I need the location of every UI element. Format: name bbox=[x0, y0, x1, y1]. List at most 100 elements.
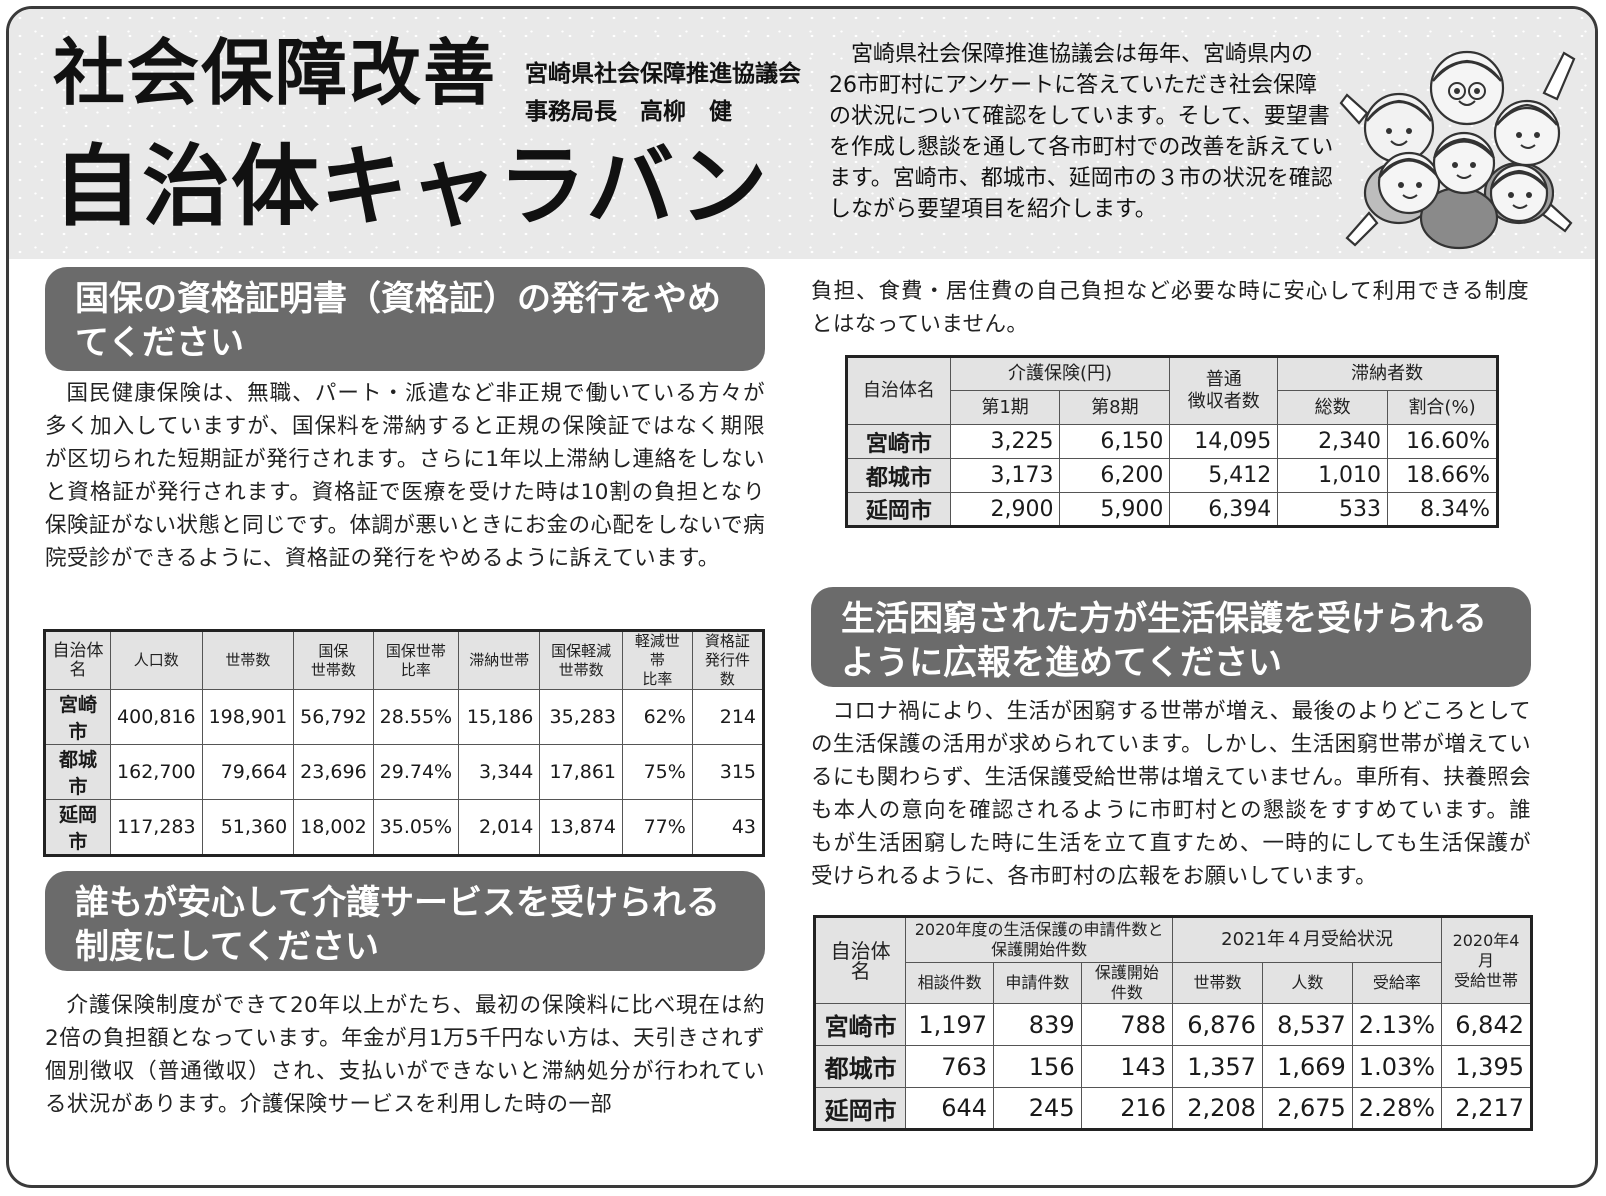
seikatsu-col-2020april: 2020年4月 受給世帯 bbox=[1441, 916, 1532, 1004]
kokuho-cell: 162,700 bbox=[110, 744, 203, 800]
seikatsu-cell: 1,395 bbox=[1441, 1045, 1532, 1088]
seikatsu-cell: 143 bbox=[1080, 1045, 1174, 1088]
kokuho-cell: 214 bbox=[691, 689, 765, 745]
kokuho-cell: 56,792 bbox=[293, 689, 374, 745]
kokuho-cell-municipality: 都城市 bbox=[43, 744, 112, 800]
seikatsu-col-name: 自治体名 bbox=[813, 916, 907, 1004]
kaigo-col-futsu: 普通 徴収者数 bbox=[1169, 356, 1279, 425]
seikatsu-cell: 2.28% bbox=[1351, 1087, 1443, 1130]
kokuho-cell: 13,874 bbox=[539, 799, 624, 856]
kaigo-cell: 1,010 bbox=[1277, 458, 1389, 493]
kaigo-cell: 16.60% bbox=[1387, 424, 1498, 459]
kokuho-table-body: 宮崎市 400,816 198,901 56,792 28.55% 15,186 35,28… bbox=[43, 689, 765, 856]
kaigo-cell: 5,900 bbox=[1059, 492, 1171, 527]
kokuho-col-header: 自治体名 bbox=[43, 630, 112, 690]
kaigo-cell-municipality: 宮崎市 bbox=[846, 424, 951, 459]
seikatsu-cell: 2.13% bbox=[1351, 1003, 1443, 1046]
kokuho-cell: 62% bbox=[622, 689, 693, 745]
seikatsu-cell: 1,669 bbox=[1261, 1045, 1353, 1088]
kaigo-cell: 533 bbox=[1277, 492, 1389, 527]
section3-heading: 生活困窮された方が生活保護を受けられるように広報を進めてください bbox=[811, 587, 1531, 687]
seikatsu-cell: 1,357 bbox=[1172, 1045, 1263, 1088]
mascot-group-illustration bbox=[1339, 50, 1576, 250]
kokuho-cell: 23,696 bbox=[293, 744, 374, 800]
kokuho-cell: 35,283 bbox=[539, 689, 624, 745]
kaigo-cell: 5,412 bbox=[1169, 458, 1279, 493]
kokuho-col-header: 国保 世帯数 bbox=[293, 630, 374, 690]
page-frame: 社会保障改善 自治体キャラバン 宮崎県社会保障推進協議会 事務局長 高柳 健 宮… bbox=[6, 6, 1598, 1188]
kokuho-cell: 28.55% bbox=[372, 689, 460, 745]
seikatsu-cell: 245 bbox=[993, 1087, 1082, 1130]
kokuho-cell-municipality: 延岡市 bbox=[43, 799, 112, 856]
kaigo-cell: 2,900 bbox=[949, 492, 1061, 527]
kokuho-col-header: 国保世帯 比率 bbox=[372, 630, 460, 690]
seikatsu-cell-municipality: 都城市 bbox=[813, 1045, 907, 1088]
seikatsu-group-applications: 2020年度の生活保護の申請件数と保護開始件数 bbox=[905, 916, 1174, 963]
kaigo-cell: 2,340 bbox=[1277, 424, 1389, 459]
author-name: 事務局長 高柳 健 bbox=[525, 99, 732, 125]
seikatsu-cell: 763 bbox=[905, 1045, 995, 1088]
kaigo-sub-period8: 第8期 bbox=[1059, 390, 1171, 425]
seikatsu-cell: 216 bbox=[1080, 1087, 1174, 1130]
section1-heading: 国保の資格証明書（資格証）の発行をやめてください bbox=[45, 267, 765, 371]
seikatsu-cell: 1.03% bbox=[1351, 1045, 1443, 1088]
kaigo-table: 自治体名 介護保険(円) 普通 徴収者数 滞納者数 第1期 第8期 総数 割合(… bbox=[845, 355, 1499, 528]
seikatsu-cell: 156 bbox=[993, 1045, 1082, 1088]
seikatsu-cell: 2,208 bbox=[1172, 1087, 1263, 1130]
seikatsu-cell: 6,842 bbox=[1441, 1003, 1532, 1046]
title-line1: 社会保障改善 bbox=[53, 31, 498, 115]
kaigo-sub-period1: 第1期 bbox=[949, 390, 1061, 425]
kaigo-cell: 14,095 bbox=[1169, 424, 1279, 459]
seikatsu-cell-municipality: 宮崎市 bbox=[813, 1003, 907, 1046]
kaigo-sub-ratio: 割合(%) bbox=[1387, 390, 1498, 425]
kaigo-cell: 3,173 bbox=[949, 458, 1061, 493]
kaigo-cell: 18.66% bbox=[1387, 458, 1498, 493]
kaigo-cell: 6,200 bbox=[1059, 458, 1171, 493]
kaigo-group-premium: 介護保険(円) bbox=[949, 356, 1171, 391]
section2-body: 介護保険制度ができて20年以上がたち、最初の保険料に比べ現在は約2倍の負担額とな… bbox=[45, 993, 765, 1117]
kaigo-sub-total: 総数 bbox=[1277, 390, 1389, 425]
kokuho-col-header: 人口数 bbox=[110, 630, 203, 690]
section3-body: コロナ禍により、生活が困窮する世帯が増え、最後のよりどころとしての生活保護の活用… bbox=[811, 699, 1531, 889]
seikatsu-sub-people: 人数 bbox=[1261, 962, 1353, 1004]
seikatsu-sub-households: 世帯数 bbox=[1172, 962, 1263, 1004]
seikatsu-row: 都城市 763 156 143 1,357 1,669 1.03% 1,395 bbox=[813, 1045, 1532, 1088]
kokuho-cell: 117,283 bbox=[110, 799, 203, 856]
kaigo-row: 宮崎市 3,225 6,150 14,095 2,340 16.60% bbox=[846, 424, 1498, 459]
seikatsu-cell: 839 bbox=[993, 1003, 1082, 1046]
kokuho-cell: 315 bbox=[691, 744, 765, 800]
kokuho-row: 都城市 162,700 79,664 23,696 29.74% 3,344 17,861 7… bbox=[43, 744, 765, 800]
kokuho-cell: 15,186 bbox=[458, 689, 541, 745]
seikatsu-cell: 788 bbox=[1080, 1003, 1174, 1046]
seikatsu-table-body: 宮崎市 1,197 839 788 6,876 8,537 2.13% 6,842 都城市 763… bbox=[813, 1003, 1532, 1130]
kaigo-group-arrears: 滞納者数 bbox=[1277, 356, 1498, 391]
kaigo-cell: 3,225 bbox=[949, 424, 1061, 459]
kokuho-cell: 79,664 bbox=[201, 744, 295, 800]
seikatsu-cell: 1,197 bbox=[905, 1003, 995, 1046]
kokuho-col-header: 世帯数 bbox=[201, 630, 295, 690]
section1-body: 国民健康保険は、無職、パート・派遣など非正規で働いている方々が多く加入しています… bbox=[45, 381, 765, 571]
section2-heading: 誰もが安心して介護サービスを受けられる制度にしてください bbox=[45, 871, 765, 971]
seikatsu-sub-apply: 申請件数 bbox=[993, 962, 1082, 1004]
kokuho-cell: 3,344 bbox=[458, 744, 541, 800]
kaigo-cell: 6,150 bbox=[1059, 424, 1171, 459]
header-band: 社会保障改善 自治体キャラバン 宮崎県社会保障推進協議会 事務局長 高柳 健 宮… bbox=[9, 9, 1595, 259]
section2-body-continued: 負担、食費・居住費の自己負担など必要な時に安心して利用できる制度とはなっていませ… bbox=[811, 279, 1529, 337]
kokuho-cell: 43 bbox=[691, 799, 765, 856]
seikatsu-cell: 644 bbox=[905, 1087, 995, 1130]
title-line2: 自治体キャラバン bbox=[53, 135, 769, 238]
kaigo-cell: 8.34% bbox=[1387, 492, 1498, 527]
kokuho-cell: 2,014 bbox=[458, 799, 541, 856]
kokuho-row: 延岡市 117,283 51,360 18,002 35.05% 2,014 13,874 7… bbox=[43, 799, 765, 856]
seikatsu-sub-consult: 相談件数 bbox=[905, 962, 995, 1004]
org-name: 宮崎県社会保障推進協議会 bbox=[525, 61, 801, 87]
seikatsu-cell: 8,537 bbox=[1261, 1003, 1353, 1046]
kokuho-col-header: 国保軽減 世帯数 bbox=[539, 630, 624, 690]
kokuho-cell: 35.05% bbox=[372, 799, 460, 856]
kokuho-cell: 51,360 bbox=[201, 799, 295, 856]
seikatsu-sub-start: 保護開始件数 bbox=[1080, 962, 1174, 1004]
kokuho-table-header: 自治体名 人口数 世帯数 国保 世帯数 国保世帯 比率 滞納世帯 国保軽減 世帯数 軽減世帯 … bbox=[43, 630, 765, 690]
kaigo-row: 都城市 3,173 6,200 5,412 1,010 18.66% bbox=[846, 458, 1498, 493]
kokuho-cell-municipality: 宮崎市 bbox=[43, 689, 112, 745]
kokuho-cell: 18,002 bbox=[293, 799, 374, 856]
